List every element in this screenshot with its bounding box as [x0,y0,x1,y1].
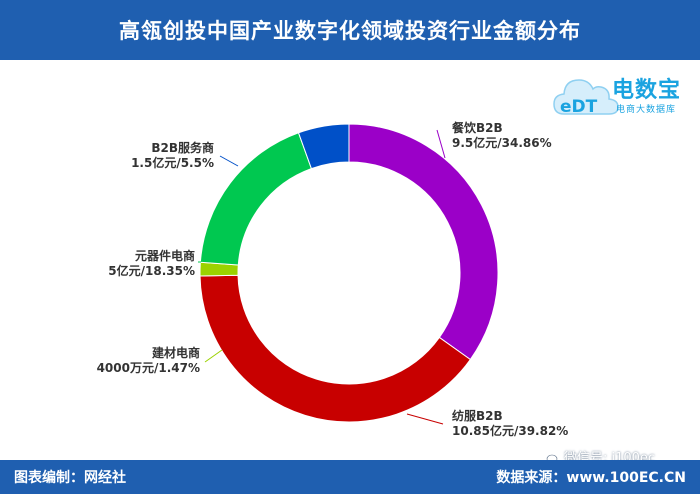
slice-name-label: B2B服务商 [151,140,214,155]
donut-slice [348,123,499,361]
leader-line [219,155,239,167]
donut-slice [199,274,472,423]
svg-text:eDT: eDT [560,97,598,117]
slice-value-label: 4000万元/1.47% [97,361,200,375]
footer-bar: 图表编制：网经社 数据来源：www.100EC.CN [0,460,700,494]
cloud-icon: eDT [553,79,619,117]
brand-logo: eDT 电数宝 电商大数据库 [552,68,692,128]
chart-title: 高瓴创投中国产业数字化领域投资行业金额分布 [119,19,581,43]
slice-value-label: 1.5亿元/5.5% [131,155,214,170]
footer-credit: 图表编制：网经社 [14,470,126,486]
brand-subtitle: 电商大数据库 [616,105,677,115]
header-bar: 高瓴创投中国产业数字化领域投资行业金额分布 [0,0,700,60]
slice-name-label: 建材电商 [151,345,200,360]
slice-value-label: 10.85亿元/39.82% [452,423,568,438]
donut-slice [199,132,313,266]
slice-name-label: 餐饮B2B [452,120,503,135]
leader-line [436,129,446,159]
donut-slice [297,123,350,170]
chart-area: 餐饮B2B 9.5亿元/34.86% 纺服B2B 10.85亿元/39.82% 建材电商… [0,60,700,460]
slice-name-label: 元器件电商 [135,248,195,263]
brand-name: 电数宝 [612,78,682,103]
slice-value-label: 9.5亿元/34.86% [452,135,552,150]
footer-source: 数据来源：www.100EC.CN [496,470,686,486]
slice-name-label: 纺服B2B [452,408,503,423]
leader-line [204,349,223,363]
leader-line [406,413,444,425]
slice-value-label: 5亿元/18.35% [108,263,195,278]
